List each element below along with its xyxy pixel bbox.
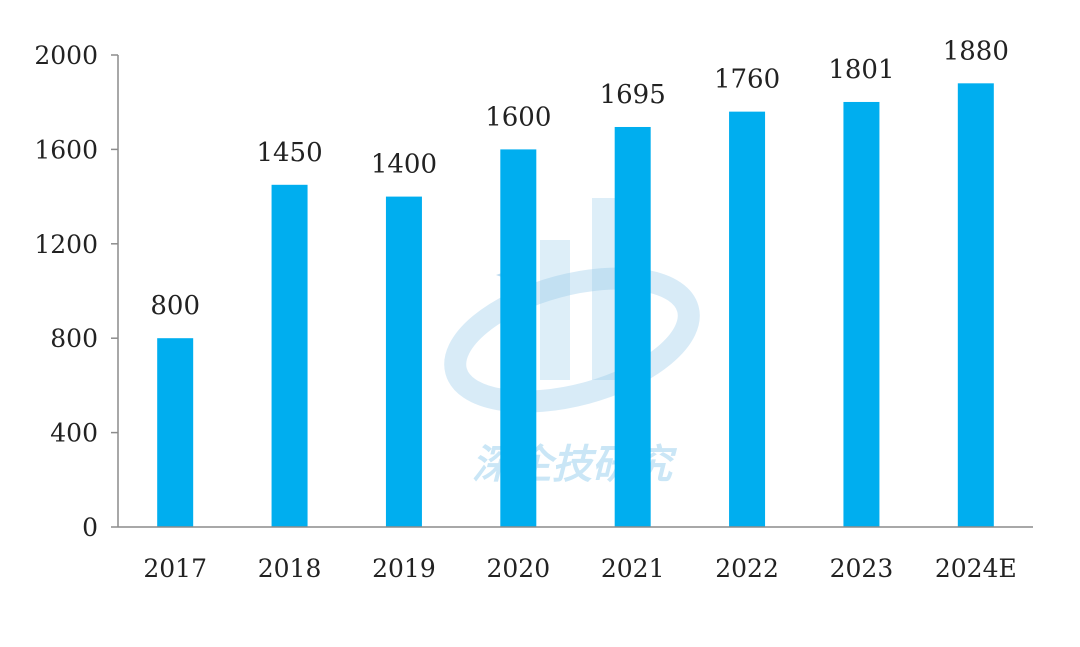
- bar: [614, 126, 651, 527]
- data-label: 1450: [256, 138, 322, 168]
- watermark-ellipse: [444, 267, 700, 413]
- watermark-pillar-left: [540, 240, 570, 380]
- data-label: 1695: [600, 80, 666, 110]
- bar: [385, 196, 422, 527]
- bar: [843, 101, 880, 528]
- x-axis: 2017 2018 2019 2020 2021 2022 2023 2024E: [118, 526, 1033, 583]
- bars-group: [157, 83, 994, 528]
- bar: [271, 184, 308, 528]
- x-tick-label: 2020: [487, 554, 551, 583]
- y-tick-label: 1200: [34, 230, 98, 259]
- x-tick-label: 2023: [830, 554, 894, 583]
- y-tick-label: 800: [50, 324, 98, 353]
- y-tick-label: 2000: [34, 41, 98, 70]
- bar: [500, 149, 537, 527]
- x-tick-label: 2019: [372, 554, 436, 583]
- watermark-logo: 深企技研究: [444, 198, 700, 488]
- data-label: 1400: [371, 150, 437, 180]
- x-tick-label: 2022: [715, 554, 779, 583]
- data-label: 800: [150, 291, 200, 321]
- bar: [729, 111, 766, 527]
- y-tick-label: 400: [50, 419, 98, 448]
- data-label: 1801: [828, 55, 894, 85]
- x-tick-label: 2017: [143, 554, 207, 583]
- y-axis: 0 400 800 1200 1600 2000: [34, 41, 119, 542]
- data-label: 1760: [714, 65, 780, 95]
- x-tick-label: 2018: [258, 554, 322, 583]
- x-tick-label: 2021: [601, 554, 665, 583]
- data-label: 1880: [943, 36, 1009, 66]
- y-tick-label: 1600: [34, 135, 98, 164]
- bar: [957, 83, 994, 527]
- data-label: 1600: [485, 102, 551, 132]
- y-tick-label: 0: [82, 513, 98, 542]
- x-tick-label: 2024E: [935, 554, 1017, 583]
- data-labels-group: 800 1450 1400 1600 1695 1760 1801 1880: [150, 36, 1009, 321]
- bar: [157, 338, 194, 527]
